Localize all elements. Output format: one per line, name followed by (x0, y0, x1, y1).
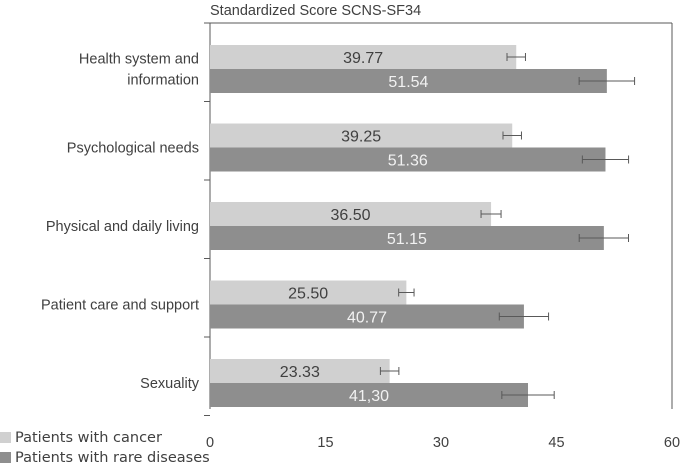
legend-item-cancer: Patients with cancer (0, 430, 162, 446)
value-label-patients-with-rare-diseases: 40.77 (347, 310, 387, 327)
category-label-line: Health system and (79, 52, 199, 68)
category-label-health-system-and-information: Health system and information (79, 52, 199, 89)
bar-patients-with-cancer-health-system-and-information (210, 45, 517, 69)
value-label-patients-with-rare-diseases: 51.36 (388, 153, 428, 170)
legend-label-rare-diseases: Patients with rare diseases (15, 450, 210, 466)
x-tick-label: 30 (433, 435, 449, 451)
legend-swatch-cancer (0, 432, 11, 443)
bar-patients-with-cancer-psychological-needs (210, 123, 513, 148)
category-label-patient-care-and-support: Patient care and support (41, 298, 199, 314)
category-label-physical-and-daily-living: Physical and daily living (46, 219, 199, 235)
value-label-patients-with-cancer: 23.33 (280, 364, 320, 381)
category-label-line: information (127, 73, 199, 89)
bar-patients-with-rare-diseases-physical-and-daily-living (210, 226, 604, 250)
bar-patients-with-cancer-patient-care-and-support (210, 280, 407, 305)
category-labels: Health system and information Psychologica… (41, 52, 200, 393)
bar-patients-with-rare-diseases-sexuality (210, 383, 529, 407)
category-label-psychological-needs: Psychological needs (67, 141, 199, 157)
error-bars (379, 53, 636, 399)
bar-patients-with-rare-diseases-patient-care-and-support (210, 304, 524, 329)
value-labels: 39.77 39.25 36.50 25.50 23.33 51.54 51.36 51.15… (280, 50, 429, 405)
x-tick-label: 60 (664, 435, 680, 451)
category-label-line: Psychological needs (67, 141, 199, 157)
category-label-line: Patient care and support (41, 298, 199, 314)
bar-patients-with-rare-diseases-health-system-and-information (210, 69, 607, 93)
value-label-patients-with-cancer: 39.25 (341, 129, 381, 146)
legend-label-cancer: Patients with cancer (15, 430, 162, 446)
x-tick-labels: 0 15 30 45 60 (206, 435, 680, 451)
value-label-patients-with-rare-diseases: 51.54 (388, 74, 428, 91)
bar-patients-with-cancer-physical-and-daily-living (210, 202, 492, 226)
value-label-patients-with-cancer: 39.77 (343, 50, 383, 67)
value-label-patients-with-rare-diseases: 41,30 (349, 388, 389, 405)
value-label-patients-with-rare-diseases: 51.15 (387, 231, 427, 248)
chart-bars (210, 45, 607, 407)
category-label-line: Physical and daily living (46, 219, 199, 235)
x-tick-label: 15 (317, 435, 333, 451)
legend-item-rare-diseases: Patients with rare diseases (0, 450, 210, 466)
bar-patients-with-rare-diseases-psychological-needs (210, 147, 606, 172)
legend-swatch-rare-diseases (0, 452, 11, 463)
x-tick-label: 0 (206, 435, 214, 451)
bar-patients-with-cancer-sexuality (210, 359, 390, 383)
category-label-sexuality: Sexuality (140, 376, 200, 392)
value-label-patients-with-cancer: 25.50 (288, 286, 328, 303)
value-label-patients-with-cancer: 36.50 (331, 207, 371, 224)
category-label-line: Sexuality (140, 376, 200, 392)
x-tick-label: 45 (548, 435, 564, 451)
chart-title: Standardized Score SCNS-SF34 (210, 3, 421, 19)
